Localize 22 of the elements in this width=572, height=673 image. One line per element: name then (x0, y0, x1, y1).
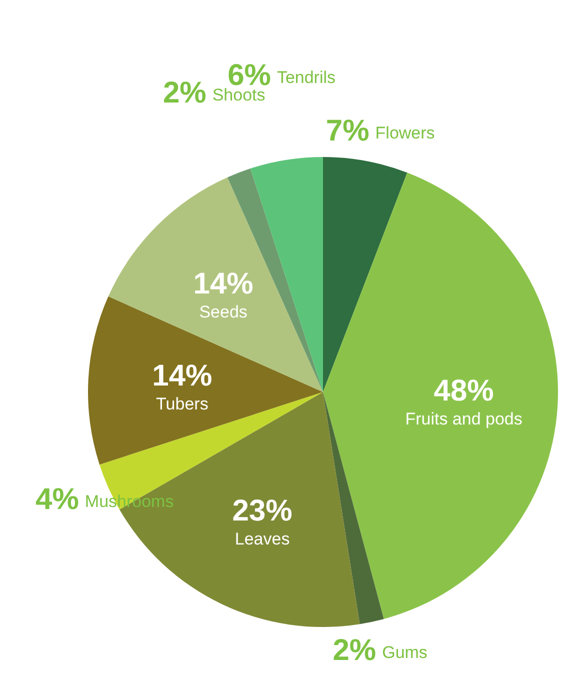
slice-label: Tubers (156, 394, 208, 414)
data-label: 2% (162, 76, 206, 110)
slice-label: Flowers (375, 123, 435, 142)
data-label: 23% (232, 494, 292, 528)
pie-slice (323, 157, 408, 392)
slice-label: Fruits and pods (405, 409, 522, 428)
slice-label: Gums (382, 643, 428, 662)
slice-label: Mushrooms (84, 492, 174, 511)
slice-label: Leaves (234, 529, 290, 548)
pie-slice (323, 172, 558, 619)
pie-slice (88, 296, 323, 465)
data-label: 4% (36, 482, 79, 516)
slice-label: Tendrils (276, 68, 336, 87)
slice-label: Seeds (199, 302, 248, 322)
pie-slice (323, 392, 384, 624)
data-label: 14% (193, 267, 254, 300)
data-label: 2% (332, 634, 376, 668)
data-label: 7% (326, 114, 370, 148)
slice-label: Shoots (212, 85, 266, 104)
pie-slice (108, 177, 323, 392)
data-label: 48% (434, 374, 494, 408)
data-label: 14% (152, 360, 212, 393)
